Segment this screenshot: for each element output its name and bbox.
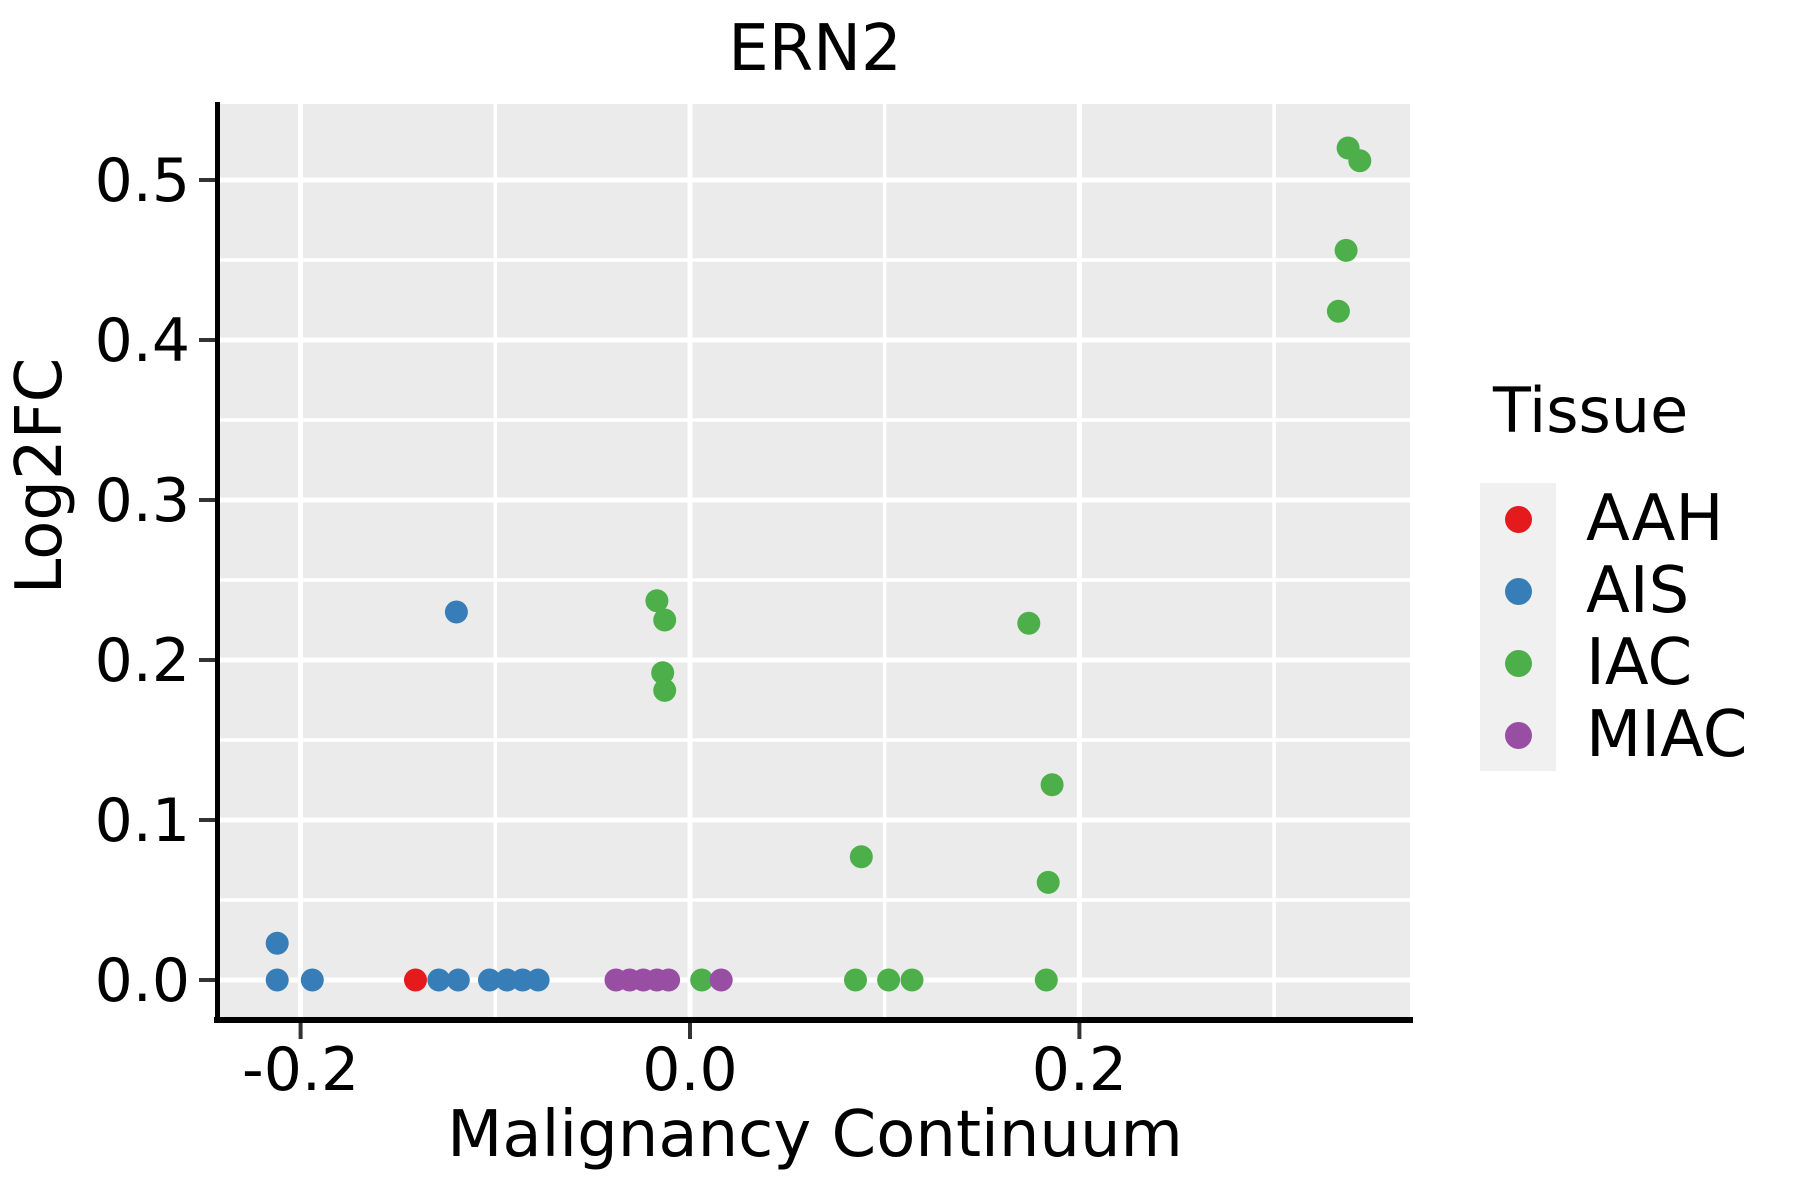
legend-dot-iac	[1504, 649, 1532, 677]
legend-dot-ais	[1504, 577, 1532, 605]
legend-item-ais: AIS	[1480, 555, 1747, 627]
data-point-iac	[900, 968, 924, 992]
y-tick-label: 0.5	[95, 146, 190, 216]
legend-label: MIAC	[1586, 698, 1748, 772]
data-point-iac	[653, 678, 677, 702]
legend-key	[1480, 483, 1556, 555]
legend-label: AIS	[1586, 554, 1690, 628]
y-axis-label: Log2FC	[3, 357, 77, 595]
data-point-iac	[1040, 773, 1064, 797]
data-point-ais	[265, 931, 289, 955]
legend-item-aah: AAH	[1480, 483, 1747, 555]
y-tick-label: 0.3	[95, 466, 190, 536]
x-tick-label: 0.2	[1032, 1035, 1127, 1105]
legend-key	[1480, 699, 1556, 771]
legend: Tissue AAH AIS IAC MIAC	[1480, 374, 1747, 771]
data-point-ais	[444, 600, 468, 624]
data-point-iac	[1017, 611, 1041, 635]
legend-title: Tissue	[1493, 374, 1689, 447]
legend-item-miac: MIAC	[1480, 699, 1747, 771]
x-tick-label: 0.0	[642, 1035, 737, 1105]
data-point-iac	[1036, 870, 1060, 894]
legend-key	[1480, 555, 1556, 627]
plot-panel	[220, 104, 1410, 1020]
data-point-iac	[1034, 968, 1058, 992]
y-tick-label: 0.0	[95, 946, 190, 1016]
data-point-iac	[690, 968, 714, 992]
legend-item-iac: IAC	[1480, 627, 1747, 699]
y-tick-label: 0.1	[95, 786, 190, 856]
data-point-ais	[265, 968, 289, 992]
data-point-iac	[1334, 238, 1358, 262]
data-point-miac	[709, 968, 733, 992]
legend-items: AAH AIS IAC MIAC	[1480, 483, 1747, 771]
data-point-iac	[844, 968, 867, 992]
y-tick-label: 0.4	[95, 306, 190, 376]
data-point-iac	[877, 968, 901, 992]
data-point-ais	[478, 968, 501, 992]
data-point-ais	[427, 968, 451, 992]
data-point-ais	[446, 968, 470, 992]
data-point-iac	[653, 608, 677, 632]
x-axis-label: Malignancy Continuum	[447, 1098, 1183, 1172]
legend-label: AAH	[1586, 482, 1724, 556]
legend-label: IAC	[1586, 626, 1693, 700]
data-point-iac	[645, 589, 669, 613]
plot-title: ERN2	[728, 12, 902, 86]
data-point-miac	[657, 968, 681, 992]
data-point-iac	[651, 661, 675, 685]
legend-dot-aah	[1504, 505, 1532, 533]
legend-key	[1480, 627, 1556, 699]
data-point-ais	[526, 968, 550, 992]
data-point-iac	[1326, 299, 1350, 323]
data-point-iac	[1348, 149, 1372, 173]
legend-dot-miac	[1504, 721, 1532, 749]
data-point-iac	[849, 845, 873, 869]
data-point-aah	[404, 968, 427, 992]
y-tick-label: 0.2	[95, 626, 190, 696]
data-point-ais	[300, 968, 324, 992]
x-tick-label: -0.2	[242, 1035, 359, 1105]
